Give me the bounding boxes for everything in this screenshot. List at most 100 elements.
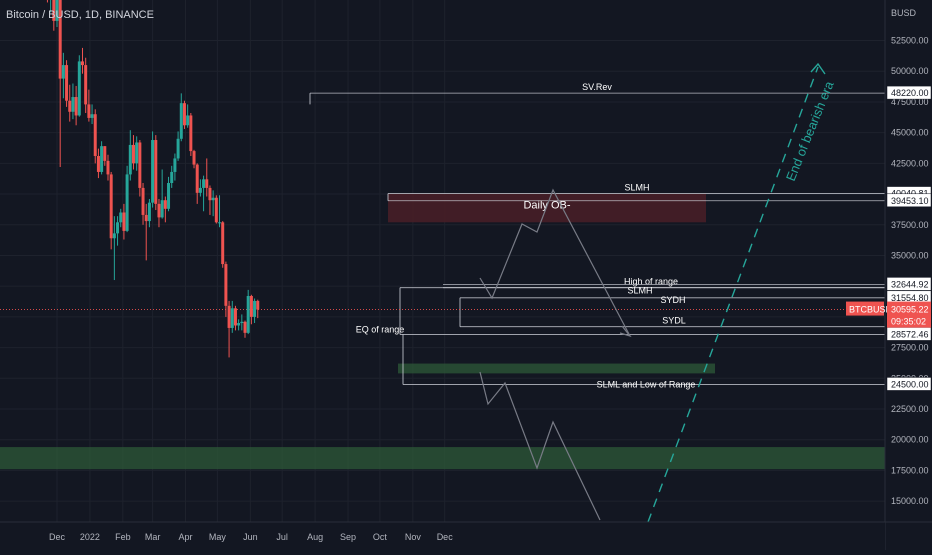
candle-body [109,174,113,239]
candle-body [246,296,250,333]
price-axis-tick: 47500.00 [891,97,929,107]
symbol-badge [846,301,884,316]
level-price-tag-text: 31554.80 [891,293,929,303]
candle-body [119,212,123,223]
price-axis-tick: 45000.00 [891,128,929,138]
price-axis-tick: 42500.00 [891,158,929,168]
level-price-tag [886,85,932,100]
candle-body [65,65,69,101]
candle-body [186,115,190,126]
price-axis-tick: 17500.00 [891,465,929,475]
candle-body [68,100,72,112]
time-axis-tick: May [209,532,227,542]
time-axis-tick: Mar [145,532,161,542]
time-axis-tick: Dec [49,532,66,542]
projection-path [479,188,631,337]
title-sep-1: , [78,9,85,21]
candle-body [116,222,120,234]
candle-body [157,203,161,218]
level-label: SLML and Low of Range [597,379,696,389]
zone-box [398,363,715,374]
candle-body [141,187,145,215]
candle-body [256,300,260,310]
title-sep-2: , [98,9,106,21]
candle-body [160,200,164,218]
chart-title: Bitcoin / BUSD, 1D, BINANCE [6,9,154,21]
level-label: SYDL [662,316,686,326]
candle-body [154,140,158,204]
candle-body [233,308,237,326]
candle-body [173,158,177,172]
time-axis-tick: Nov [405,532,422,542]
level-label: SLMH [624,183,649,193]
time-axis-tick: Dec [437,532,454,542]
price-axis-tick: 27500.00 [891,343,929,353]
candle-body [227,305,231,328]
candle-body [122,212,126,231]
level-price-tag [886,193,932,208]
price-axis-tick: 22500.00 [891,404,929,414]
level-price-tag [886,277,932,291]
time-axis-tick: 2022 [80,532,100,542]
candle-body [135,142,139,164]
candle-body [151,140,155,203]
time-axis-tick: Sep [340,532,356,542]
candle-body [138,142,142,188]
candle-body [205,179,209,188]
candle-body [71,97,75,112]
candle-body [214,197,218,223]
candle-body [221,222,225,265]
candle-body [243,321,247,333]
candle-body [61,65,65,79]
trendline-arrowhead [810,62,826,75]
candle-body [128,144,132,175]
candle-body [224,264,228,306]
level-price-tag [886,377,932,391]
time-axis-tick: Jun [243,532,258,542]
level-price-tag-text: 39453.10 [891,196,929,206]
candle-body [58,0,62,79]
candle-body [103,146,107,161]
candle-body [147,202,151,222]
time-axis-tick: Apr [179,532,193,542]
candle-body [125,174,129,231]
candle-body [182,103,186,126]
candle-body [80,61,84,66]
zone-box [0,447,885,470]
candle-body [74,97,78,116]
candle-body [144,214,148,222]
level-label: SLMH [627,286,652,296]
candle-body [189,115,193,152]
zone-box [388,193,706,223]
level-price-tag-text: 48220.00 [891,88,929,98]
candle-body [218,222,222,224]
candle-body [52,0,56,21]
candle-body [96,155,100,172]
level-label: EQ of range [356,324,405,334]
candle-body [131,144,135,164]
candle-body [106,160,110,175]
level-price-tag-text: 28572.46 [891,329,929,339]
time-axis-tick: Jul [276,532,288,542]
projection-arrowhead [619,325,632,338]
level-price-tag-text: 32644.92 [891,279,929,289]
candle-body [211,197,215,201]
candle-body [176,138,180,159]
level-label: High of range [624,277,678,287]
current-price-text: 30595.22 [891,305,929,315]
candle-body [195,164,199,193]
time-axis-panel [0,522,885,550]
time-axis-tick: Aug [307,532,323,542]
candle-body [230,308,234,328]
symbol-name: Bitcoin / BUSD [6,9,79,21]
price-axis-tick: 20000.00 [891,435,929,445]
price-axis-tick: 52500.00 [891,36,929,46]
candle-body [112,233,116,239]
candle-body [170,171,174,184]
candle-body [163,200,167,209]
candle-body [237,323,241,326]
candle-body [208,187,212,201]
candle-body [93,114,97,156]
